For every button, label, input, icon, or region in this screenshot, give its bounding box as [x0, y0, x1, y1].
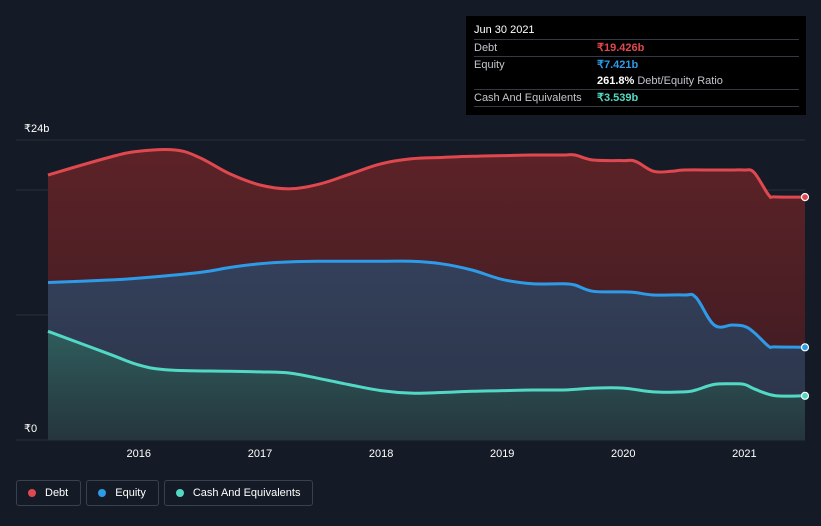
cash-dot-icon: [175, 489, 184, 497]
y-tick-label-zero: ₹0: [24, 423, 37, 435]
tooltip-debt-label: Debt: [474, 42, 498, 54]
tooltip-ratio-value: 261.8%: [597, 75, 635, 87]
equity-dot-icon: [98, 489, 107, 497]
legend-label-debt: Debt: [45, 487, 69, 499]
tooltip-equity-value: ₹7.421b: [597, 59, 639, 71]
tooltip-equity-label: Equity: [474, 59, 505, 71]
debt-line[interactable]: [47, 148, 806, 199]
tooltip-cash-value: ₹3.539b: [597, 92, 639, 104]
legend-item-cash[interactable]: Cash And Equivalents: [163, 480, 314, 506]
cash-area: [48, 331, 805, 440]
legend-item-debt[interactable]: Debt: [16, 480, 82, 506]
x-axis-ticks: 2016 2017 2018 2019 2020 2021: [127, 448, 757, 460]
tooltip-row-debt: Debt ₹19.426b: [474, 39, 799, 56]
y-axis-ticks: ₹24b ₹0: [24, 123, 49, 435]
tooltip-ratio-label: Debt/Equity Ratio: [637, 75, 723, 87]
cash-end-point[interactable]: [800, 391, 810, 400]
area-layer: [48, 149, 805, 440]
x-tick-label-2018: 2018: [369, 448, 393, 460]
tooltip-ratio-spacer: [474, 73, 597, 89]
equity-line[interactable]: [47, 259, 806, 350]
tooltip: Jun 30 2021 Debt ₹19.426b Equity ₹7.421b…: [466, 16, 806, 115]
tooltip-debt-value: ₹19.426b: [597, 42, 645, 54]
tooltip-cash-label: Cash And Equivalents: [474, 92, 582, 104]
x-tick-label-2016: 2016: [127, 448, 151, 460]
tooltip-row-cash: Cash And Equivalents ₹3.539b: [474, 89, 799, 107]
debt-dot-icon: [28, 489, 36, 497]
tooltip-row-ratio: 261.8% Debt/Equity Ratio: [474, 73, 799, 89]
x-tick-label-2020: 2020: [611, 448, 635, 460]
x-tick-label-2019: 2019: [490, 448, 514, 460]
equity-end-point[interactable]: [800, 343, 810, 352]
line-layer: [47, 148, 806, 398]
tooltip-date: Jun 30 2021: [474, 24, 535, 36]
y-tick-label-top: ₹24b: [24, 123, 49, 135]
x-tick-label-2017: 2017: [248, 448, 272, 460]
legend: Debt Equity Cash And Equivalents: [16, 480, 314, 506]
legend-label-cash: Cash And Equivalents: [192, 487, 301, 499]
legend-label-equity: Equity: [115, 487, 146, 499]
end-dot-layer: [800, 193, 810, 400]
legend-item-equity[interactable]: Equity: [86, 480, 159, 506]
tooltip-row-equity: Equity ₹7.421b: [474, 56, 799, 73]
x-tick-label-2021: 2021: [732, 448, 756, 460]
debt-end-point[interactable]: [800, 193, 810, 202]
cash-line[interactable]: [47, 329, 806, 398]
